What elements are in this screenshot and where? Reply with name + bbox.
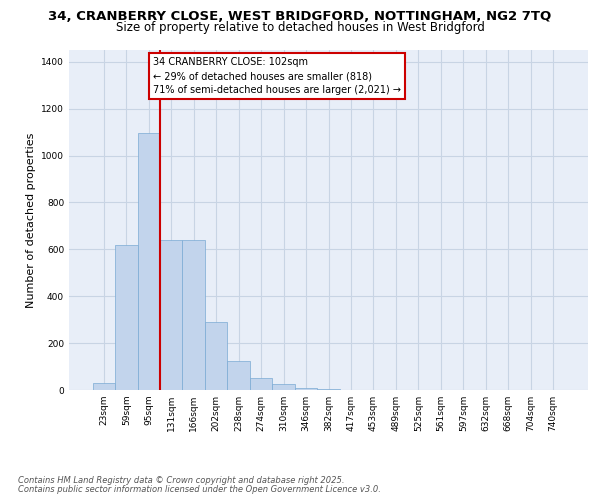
Bar [317,389,340,390]
Text: 34, CRANBERRY CLOSE, WEST BRIDGFORD, NOTTINGHAM, NG2 7TQ: 34, CRANBERRY CLOSE, WEST BRIDGFORD, NOT… [49,10,551,23]
Bar [205,322,227,390]
Text: Contains public sector information licensed under the Open Government Licence v3: Contains public sector information licen… [18,485,381,494]
Y-axis label: Number of detached properties: Number of detached properties [26,132,35,308]
Bar [272,384,295,390]
Bar [160,240,182,390]
Bar [295,388,317,390]
Bar [137,133,160,390]
Text: Size of property relative to detached houses in West Bridgford: Size of property relative to detached ho… [116,21,484,34]
Bar [92,383,115,390]
Bar [115,244,137,390]
Bar [250,378,272,390]
Text: 34 CRANBERRY CLOSE: 102sqm
← 29% of detached houses are smaller (818)
71% of sem: 34 CRANBERRY CLOSE: 102sqm ← 29% of deta… [153,57,401,95]
Text: Contains HM Land Registry data © Crown copyright and database right 2025.: Contains HM Land Registry data © Crown c… [18,476,344,485]
Bar [227,360,250,390]
Bar [182,240,205,390]
